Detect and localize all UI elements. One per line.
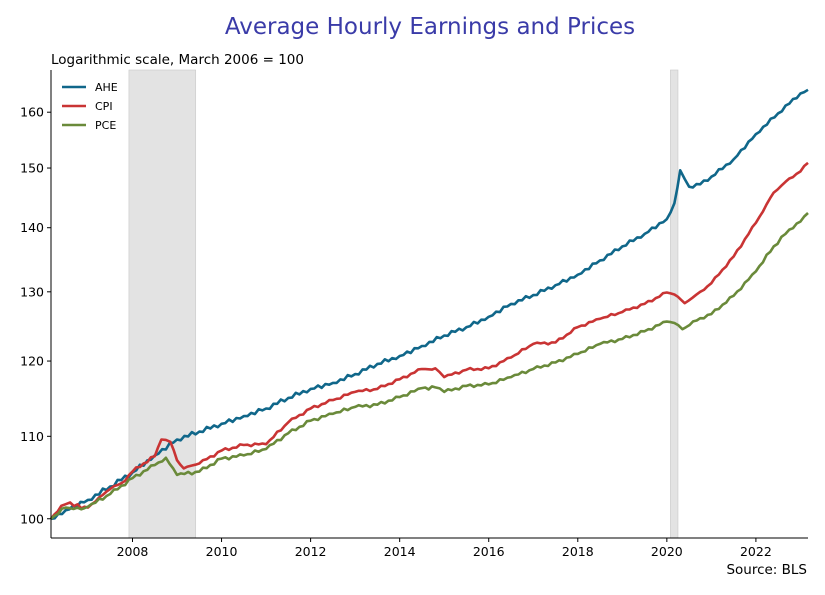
- series-line-ahe: [50, 88, 809, 521]
- y-tick-label: 110: [20, 429, 44, 444]
- y-tick-label: 160: [20, 105, 44, 120]
- chart-subtitle: Logarithmic scale, March 2006 = 100: [51, 52, 304, 68]
- recession-band: [670, 69, 679, 539]
- x-tick-label: 2020: [651, 544, 683, 559]
- x-tick-label: 2014: [384, 544, 416, 559]
- x-tick-label: 2016: [473, 544, 505, 559]
- series-lines: [49, 88, 809, 521]
- legend-label-ahe: AHE: [95, 81, 118, 94]
- axes: [50, 70, 808, 539]
- x-tick-label: 2008: [117, 544, 149, 559]
- series-line-cpi: [49, 161, 809, 520]
- series-line-pce: [50, 212, 809, 520]
- y-tick-label: 130: [20, 284, 44, 299]
- x-tick-label: 2010: [206, 544, 238, 559]
- legend: AHE CPI PCE: [62, 81, 118, 132]
- legend-label-cpi: CPI: [95, 100, 113, 113]
- x-tick-label: 2012: [295, 544, 327, 559]
- y-tick-label: 150: [20, 161, 44, 176]
- x-tick-label: 2022: [740, 544, 772, 559]
- axis-ticks: 100 110 120 130 140 150 160 2008 2010 2012 2014 201…: [20, 105, 772, 559]
- y-tick-label: 100: [20, 511, 44, 526]
- x-tick-label: 2018: [562, 544, 594, 559]
- chart-title: Average Hourly Earnings and Prices: [224, 14, 636, 40]
- y-tick-label: 140: [20, 220, 44, 235]
- legend-label-pce: PCE: [95, 119, 116, 132]
- source-note: Source: BLS: [726, 562, 807, 578]
- y-tick-label: 120: [20, 354, 44, 369]
- recession-bands: [128, 69, 679, 539]
